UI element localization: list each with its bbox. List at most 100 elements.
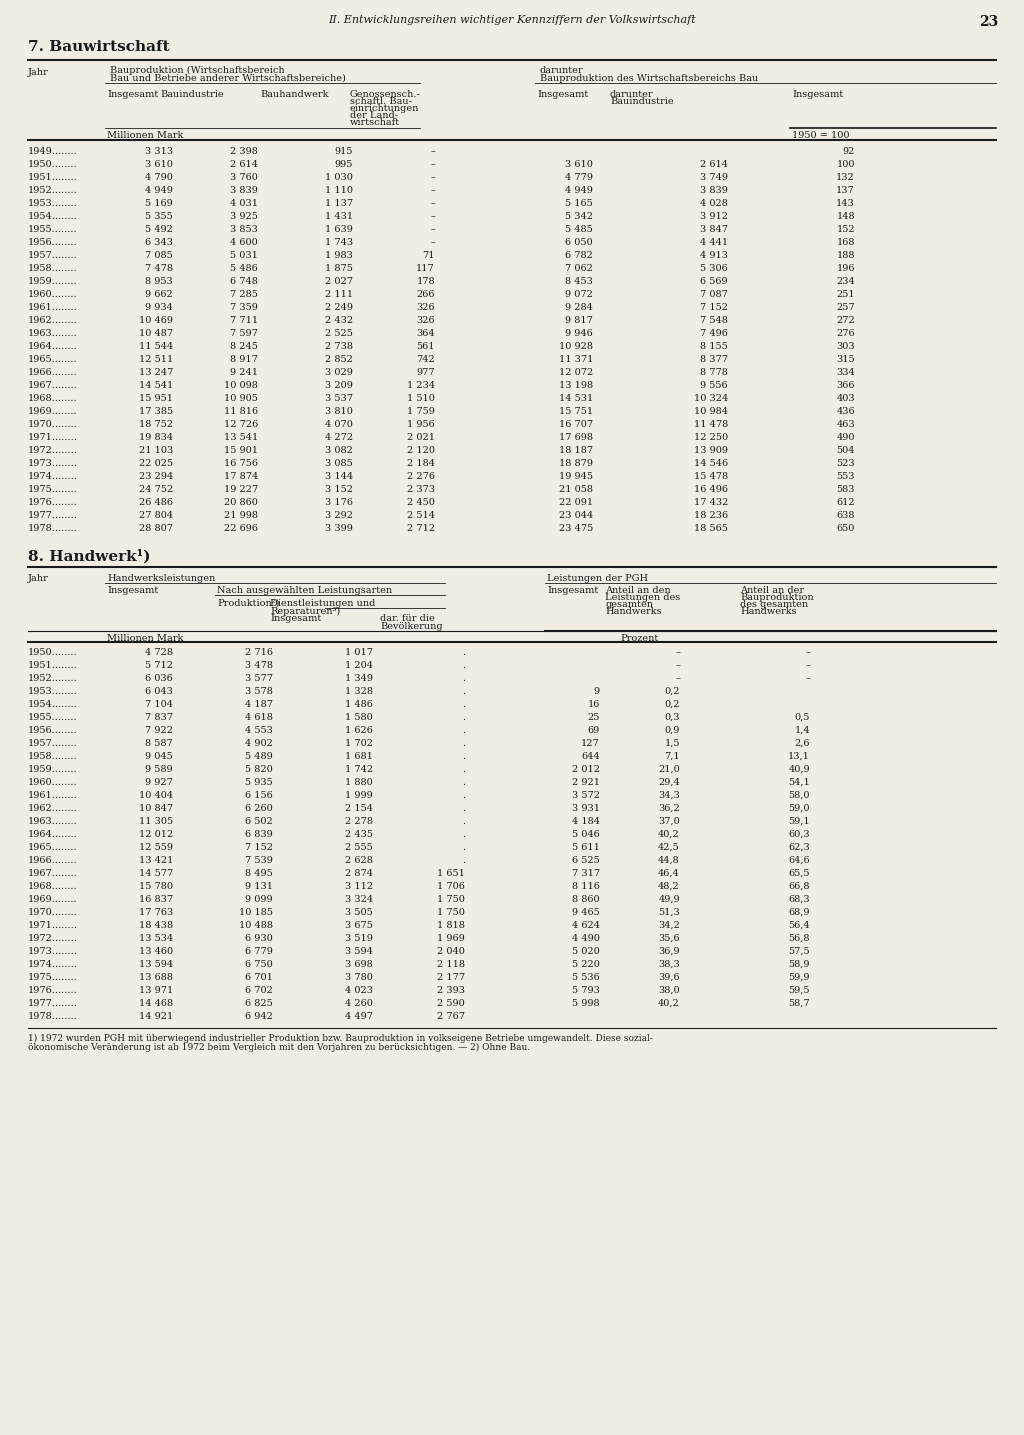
Text: 7 548: 7 548	[700, 316, 728, 324]
Text: 38,0: 38,0	[658, 986, 680, 994]
Text: –: –	[430, 187, 435, 195]
Text: 6 036: 6 036	[145, 674, 173, 683]
Text: 12 511: 12 511	[138, 354, 173, 364]
Text: 13 541: 13 541	[224, 433, 258, 442]
Text: –: –	[430, 199, 435, 208]
Text: 10 404: 10 404	[139, 791, 173, 799]
Text: 34,3: 34,3	[658, 791, 680, 799]
Text: 17 385: 17 385	[139, 408, 173, 416]
Text: 1964........: 1964........	[28, 829, 78, 839]
Text: 1970........: 1970........	[28, 420, 78, 429]
Text: 51,3: 51,3	[658, 908, 680, 917]
Text: 7 085: 7 085	[145, 251, 173, 260]
Text: Jahr: Jahr	[28, 67, 49, 77]
Text: darunter: darunter	[540, 66, 584, 75]
Text: 2 450: 2 450	[408, 498, 435, 507]
Text: 16 756: 16 756	[224, 459, 258, 468]
Text: 4 028: 4 028	[700, 199, 728, 208]
Text: 366: 366	[837, 382, 855, 390]
Text: Bauhandwerk: Bauhandwerk	[260, 90, 329, 99]
Text: 13 594: 13 594	[139, 960, 173, 969]
Text: 9 072: 9 072	[565, 290, 593, 298]
Text: 3 610: 3 610	[565, 159, 593, 169]
Text: 18 236: 18 236	[694, 511, 728, 519]
Text: 44,8: 44,8	[658, 857, 680, 865]
Text: 1951........: 1951........	[28, 174, 78, 182]
Text: 7 104: 7 104	[145, 700, 173, 709]
Text: 8 245: 8 245	[230, 342, 258, 352]
Text: 1) 1972 wurden PGH mit überwiegend industrieller Produktion bzw. Bauproduktion i: 1) 1972 wurden PGH mit überwiegend indus…	[28, 1035, 652, 1043]
Text: 7 359: 7 359	[230, 303, 258, 311]
Text: 2 398: 2 398	[230, 146, 258, 156]
Text: 1958........: 1958........	[28, 264, 78, 273]
Text: 35,6: 35,6	[658, 934, 680, 943]
Text: 1,4: 1,4	[795, 726, 810, 735]
Text: 1968........: 1968........	[28, 883, 78, 891]
Text: 49,9: 49,9	[658, 895, 680, 904]
Text: 2 432: 2 432	[325, 316, 353, 324]
Text: 1956........: 1956........	[28, 726, 78, 735]
Text: 9 817: 9 817	[565, 316, 593, 324]
Text: 1954........: 1954........	[28, 212, 78, 221]
Text: 1953........: 1953........	[28, 687, 78, 696]
Text: 5 355: 5 355	[145, 212, 173, 221]
Text: 977: 977	[417, 367, 435, 377]
Text: 17 874: 17 874	[224, 472, 258, 481]
Text: 9 045: 9 045	[145, 752, 173, 761]
Text: 0,2: 0,2	[665, 687, 680, 696]
Text: 364: 364	[417, 329, 435, 339]
Text: 1978........: 1978........	[28, 524, 78, 532]
Text: 7 837: 7 837	[145, 713, 173, 722]
Text: –: –	[430, 238, 435, 247]
Text: Dienstleistungen und: Dienstleistungen und	[270, 598, 376, 608]
Text: 2 628: 2 628	[345, 857, 373, 865]
Text: 5 998: 5 998	[572, 999, 600, 1007]
Text: 1961........: 1961........	[28, 303, 78, 311]
Text: 1 880: 1 880	[345, 778, 373, 786]
Text: 12 250: 12 250	[694, 433, 728, 442]
Text: .: .	[462, 674, 465, 683]
Text: 4 790: 4 790	[145, 174, 173, 182]
Text: .: .	[462, 700, 465, 709]
Text: 29,4: 29,4	[658, 778, 680, 786]
Text: 1 204: 1 204	[345, 662, 373, 670]
Text: 3 176: 3 176	[325, 498, 353, 507]
Text: 1 030: 1 030	[326, 174, 353, 182]
Text: 17 763: 17 763	[138, 908, 173, 917]
Text: 1 431: 1 431	[325, 212, 353, 221]
Text: 3 847: 3 847	[700, 225, 728, 234]
Text: .: .	[462, 649, 465, 657]
Text: 59,0: 59,0	[788, 804, 810, 814]
Text: 22 696: 22 696	[224, 524, 258, 532]
Text: .: .	[462, 791, 465, 799]
Text: 10 984: 10 984	[694, 408, 728, 416]
Text: 3 399: 3 399	[326, 524, 353, 532]
Text: 4 031: 4 031	[230, 199, 258, 208]
Text: 8 155: 8 155	[700, 342, 728, 352]
Text: Prozent: Prozent	[620, 634, 658, 643]
Text: 2 614: 2 614	[700, 159, 728, 169]
Text: 1977........: 1977........	[28, 511, 78, 519]
Text: Bauindustrie: Bauindustrie	[610, 98, 674, 106]
Text: 1 137: 1 137	[325, 199, 353, 208]
Text: 3 749: 3 749	[700, 174, 728, 182]
Text: 2 590: 2 590	[437, 999, 465, 1007]
Text: 5 342: 5 342	[565, 212, 593, 221]
Text: Insgesamt: Insgesamt	[106, 90, 159, 99]
Text: 3 029: 3 029	[326, 367, 353, 377]
Text: 326: 326	[417, 303, 435, 311]
Text: 3 082: 3 082	[326, 446, 353, 455]
Text: 7 478: 7 478	[145, 264, 173, 273]
Text: 3 760: 3 760	[230, 174, 258, 182]
Text: 1961........: 1961........	[28, 791, 78, 799]
Text: 1975........: 1975........	[28, 485, 78, 494]
Text: 6 750: 6 750	[246, 960, 273, 969]
Text: 15 478: 15 478	[694, 472, 728, 481]
Text: des gesamten: des gesamten	[740, 600, 808, 608]
Text: 11 478: 11 478	[693, 420, 728, 429]
Text: 1971........: 1971........	[28, 433, 78, 442]
Text: 1957........: 1957........	[28, 251, 78, 260]
Text: 1 681: 1 681	[345, 752, 373, 761]
Text: 56,8: 56,8	[788, 934, 810, 943]
Text: 4 023: 4 023	[345, 986, 373, 994]
